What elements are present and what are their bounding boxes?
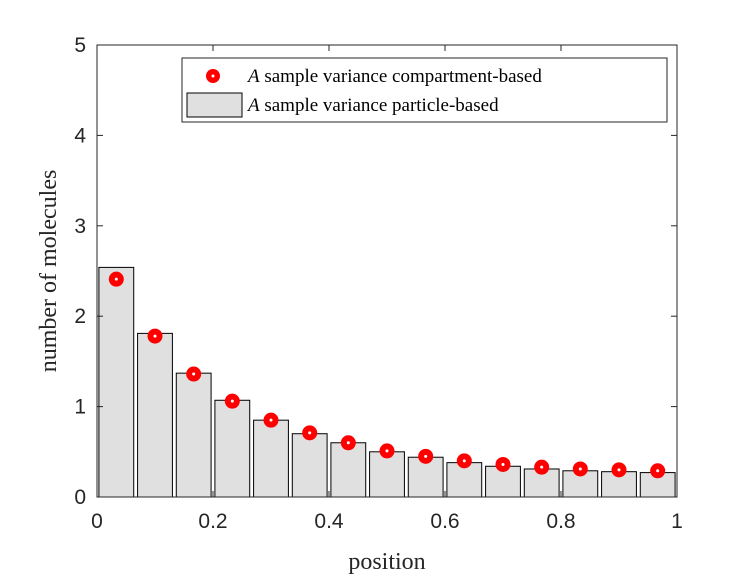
bar-particle-2 [137, 332, 173, 498]
compartment-based-markers [108, 271, 666, 479]
marker-compartment-center-6 [308, 431, 312, 435]
marker-compartment-center-15 [656, 469, 660, 473]
legend-entry-particle-label: sample variance particle-based [260, 95, 499, 116]
bar-particle-6 [291, 433, 328, 498]
axes-box [96, 44, 678, 498]
bar-particle-4 [214, 399, 251, 498]
axes-frame [96, 44, 678, 498]
legend-entry-compartment-label: sample variance compartment-based [260, 66, 543, 87]
legend-box [181, 57, 668, 123]
y-tick-label-2: 2 [74, 305, 86, 328]
legend-entry-compartment-symbol: A [246, 66, 260, 87]
y-tick-label-1: 1 [74, 396, 86, 419]
x-tick-label-2: 0.4 [314, 510, 344, 533]
y-tick-label-4: 4 [74, 124, 86, 147]
x-axis-label: position [348, 549, 425, 575]
x-tick-label-4: 0.8 [546, 510, 575, 533]
marker-compartment-center-4 [230, 399, 234, 403]
bar-particle-3 [175, 372, 212, 498]
y-tick-label-0: 0 [74, 486, 86, 509]
x-tick-label-5: 1 [671, 510, 683, 533]
y-tick-label-3: 3 [74, 215, 86, 238]
marker-compartment-center-5 [269, 418, 273, 422]
marker-compartment-center-10 [462, 459, 466, 463]
x-tick-label-0: 0 [91, 510, 103, 533]
y-axis-label: number of molecules [36, 170, 62, 373]
bar-particle-7 [330, 442, 367, 498]
bar-particle-5 [253, 419, 289, 498]
marker-compartment-center-1 [114, 277, 118, 281]
y-axis-ticks: 0 1 2 3 4 5 [74, 34, 677, 509]
x-axis-ticks: 0 0.2 0.4 0.6 0.8 1 [91, 45, 683, 533]
bar-particle-1 [98, 266, 135, 498]
legend-entry-compartment: A sample variance compartment-based [246, 66, 542, 87]
marker-compartment-center-14 [617, 468, 621, 472]
marker-compartment-center-8 [385, 449, 389, 453]
marker-compartment-center-7 [346, 441, 350, 445]
legend-entry-particle-symbol: A [246, 95, 260, 116]
bar-particle-10 [446, 462, 483, 498]
marker-compartment-center-12 [540, 465, 544, 469]
legend-swatch-particle [186, 92, 243, 118]
legend-marker-compartment-center [211, 74, 215, 78]
bar-particle-8 [369, 451, 405, 498]
y-tick-label-5: 5 [74, 34, 86, 57]
legend-entry-particle: A sample variance particle-based [246, 95, 499, 116]
x-tick-label-1: 0.2 [198, 510, 227, 533]
x-tick-label-3: 0.6 [430, 510, 459, 533]
legend: A sample variance compartment-based A sa… [181, 57, 668, 123]
marker-compartment-center-9 [424, 454, 428, 458]
marker-compartment-center-11 [501, 462, 505, 466]
marker-compartment-center-3 [192, 372, 196, 376]
marker-compartment-center-2 [153, 334, 157, 338]
marker-compartment-center-13 [578, 467, 582, 471]
